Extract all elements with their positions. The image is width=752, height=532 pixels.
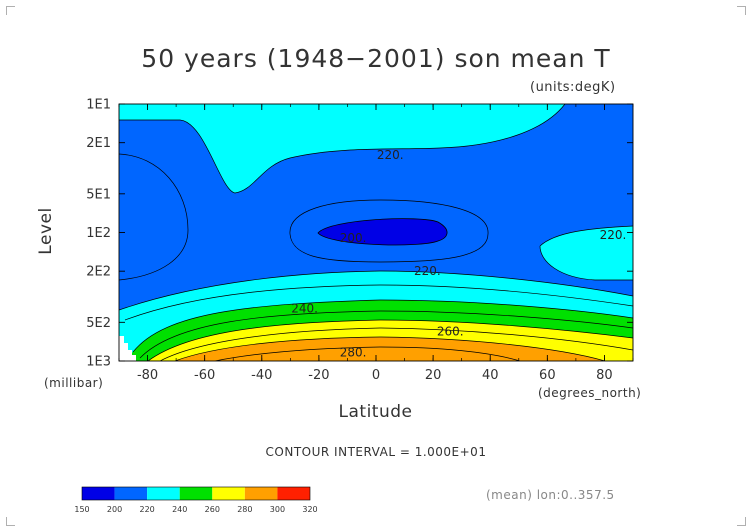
x-tick-label: 20 bbox=[425, 368, 442, 383]
contour-line-210-ring bbox=[289, 199, 489, 263]
colorbar-swatch bbox=[212, 487, 245, 500]
fill-band-280-300 bbox=[175, 337, 605, 361]
x-tick-label: -60 bbox=[194, 368, 215, 383]
colorbar: 150 200 220 240 260 280 300 320 bbox=[74, 486, 318, 514]
corner-mark-top-right bbox=[737, 6, 746, 15]
contour-line-260 bbox=[147, 319, 633, 361]
colorbar-label: 240 bbox=[172, 505, 187, 514]
corner-mark-bottom-right bbox=[737, 517, 746, 526]
y-tick-label: 5E2 bbox=[86, 316, 111, 331]
contour-line-230 bbox=[124, 284, 633, 321]
fill-band-150-200 bbox=[317, 218, 448, 246]
colorbar-label: 150 bbox=[74, 505, 89, 514]
contour-line-220-tropics bbox=[539, 225, 633, 281]
contour-label: 220. bbox=[377, 148, 404, 162]
y-tick-label: 1E2 bbox=[86, 226, 111, 241]
contour-label: 200. bbox=[340, 231, 367, 245]
contour-line-240 bbox=[132, 299, 633, 353]
y-tick-label: 1E1 bbox=[86, 98, 111, 113]
x-axis-unit: (degrees_north) bbox=[538, 386, 642, 400]
colorbar-swatch bbox=[147, 487, 180, 500]
x-tick-label: 60 bbox=[539, 368, 556, 383]
contour-label: 220. bbox=[414, 264, 441, 278]
colorbar-swatch bbox=[179, 487, 213, 500]
y-axis-ticks: 1E1 2E1 5E1 1E2 2E2 5E2 1E3 bbox=[86, 98, 633, 370]
contour-fills bbox=[119, 104, 633, 361]
colorbar-swatch bbox=[82, 487, 115, 500]
contour-line-280 bbox=[174, 336, 606, 361]
x-tick-label: -80 bbox=[137, 368, 158, 383]
mean-info-text: (mean) lon:0..357.5 bbox=[486, 488, 615, 502]
contour-line-210-southpole bbox=[119, 153, 189, 281]
x-axis-ticks: -80 -60 -40 -20 0 20 40 60 80 bbox=[118, 104, 634, 383]
corner-mark-top-left bbox=[6, 6, 15, 15]
colorbar-label: 220 bbox=[140, 505, 155, 514]
contour-lines bbox=[119, 104, 633, 361]
colorbar-swatch bbox=[114, 487, 148, 500]
x-axis-label: Latitude bbox=[338, 402, 413, 422]
contour-line-220-lower bbox=[119, 270, 633, 311]
colorbar-frame bbox=[81, 486, 311, 501]
corner-mark-bottom-left bbox=[6, 517, 15, 526]
chart-title: 50 years (1948−2001) son mean T bbox=[141, 44, 611, 73]
colorbar-label: 200 bbox=[107, 505, 122, 514]
x-tick-label: -40 bbox=[251, 368, 272, 383]
colorbar-swatch bbox=[244, 487, 278, 500]
colorbar-label: 300 bbox=[270, 505, 285, 514]
y-tick-label: 2E2 bbox=[86, 265, 111, 280]
contour-line-290 bbox=[214, 346, 521, 361]
contour-line-270 bbox=[159, 327, 633, 361]
contour-labels: 220. 200. 220. 220. 240. 260. 280. bbox=[291, 148, 626, 359]
contour-label: 240. bbox=[291, 301, 318, 315]
contour-label: 280. bbox=[340, 346, 367, 360]
x-tick-label: -20 bbox=[308, 368, 329, 383]
units-label: (units:degK) bbox=[530, 80, 616, 95]
contour-interval-text: CONTOUR INTERVAL = 1.000E+01 bbox=[265, 445, 487, 459]
missing-data-region bbox=[119, 336, 136, 361]
y-tick-label: 2E1 bbox=[86, 136, 111, 151]
colorbar-label: 280 bbox=[237, 505, 252, 514]
colorbar-label: 260 bbox=[205, 505, 220, 514]
x-tick-label: 80 bbox=[596, 368, 613, 383]
y-axis-unit: (millibar) bbox=[44, 376, 104, 390]
colorbar-label: 320 bbox=[302, 505, 317, 514]
y-tick-label: 5E1 bbox=[86, 187, 111, 202]
contour-line-250 bbox=[139, 310, 633, 359]
y-tick-label: 1E3 bbox=[86, 355, 111, 370]
x-tick-label: 40 bbox=[482, 368, 499, 383]
contour-label: 260. bbox=[437, 325, 464, 339]
colorbar-swatch bbox=[277, 487, 310, 500]
x-tick-label: 0 bbox=[372, 368, 380, 383]
contour-line-200-220-boundary bbox=[119, 104, 566, 194]
contour-label: 220. bbox=[600, 228, 627, 242]
